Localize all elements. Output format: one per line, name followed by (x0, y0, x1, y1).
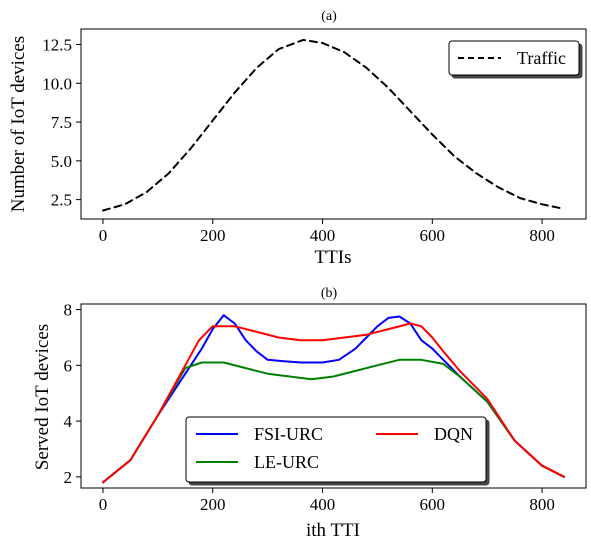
panel-a-y-tick-label: 10.0 (42, 74, 72, 93)
panel-a-x-tick-label: 0 (99, 226, 108, 245)
panel-b-legend: FSI-URC LE-URC DQN (185, 416, 487, 483)
panel-a-title: (a) (321, 9, 337, 24)
panel-b-title: (b) (321, 286, 338, 301)
panel-a-x-tick-label: 800 (529, 226, 555, 245)
legend-label-le-urc: LE-URC (254, 452, 319, 472)
panel-a-x-tick-label: 600 (420, 226, 446, 245)
panel-b-y-tick-label: 8 (64, 301, 73, 320)
panel-b-x-axis-label: ith TTI (306, 520, 360, 541)
panel-a-x-tick-label: 400 (310, 226, 336, 245)
panel-a-legend: Traffic (448, 40, 580, 76)
legend-label-fsi-urc: FSI-URC (254, 424, 323, 444)
panel-a-y-axis-label: Number of IoT devices (8, 36, 29, 212)
panel-b-y-tick-label: 6 (64, 356, 73, 375)
panel-b-x-tick-label: 400 (310, 495, 336, 514)
panel-b-x-tick-label: 200 (200, 495, 226, 514)
panel-a-plot-area (80, 28, 587, 220)
panel-b-y-tick-label: 4 (64, 412, 73, 431)
panel-a-y-tick-label: 7.5 (51, 113, 72, 132)
panel-b-x-tick-label: 800 (529, 495, 555, 514)
series-line-le-urc (102, 358, 565, 484)
panel-a-x-axis-label: TTIs (315, 247, 352, 268)
panel-b-y-tick-label: 2 (64, 468, 73, 487)
legend-label-traffic: Traffic (517, 48, 566, 68)
panel-b-lines (102, 314, 565, 484)
series-line-traffic (102, 38, 565, 212)
series-line-fsi-urc (102, 314, 565, 484)
panel-a-lines (102, 38, 565, 212)
panel-b-y-axis-label: Served IoT devices (32, 324, 53, 470)
panel-a-x-tick-label: 200 (200, 226, 226, 245)
panel-b-x-tick-label: 600 (420, 495, 446, 514)
panel-a-ticks: 0 200 400 600 800 2.5 5.0 7.5 10.0 12.5 (42, 36, 555, 245)
series-line-dqn (102, 322, 565, 484)
panel-b-x-tick-label: 0 (99, 495, 108, 514)
panel-a-legend-box (448, 40, 580, 76)
panel-a-y-tick-label: 2.5 (51, 191, 72, 210)
panel-a-y-tick-label: 12.5 (42, 36, 72, 55)
panel-b: (b) 0 200 400 600 800 2 4 6 8 ith TTI Served IoT… (32, 286, 587, 541)
legend-label-dqn: DQN (434, 424, 473, 444)
panel-b-ticks: 0 200 400 600 800 2 4 6 8 (64, 301, 555, 514)
panel-b-plot-area (80, 303, 587, 489)
panel-a-y-tick-label: 5.0 (51, 152, 72, 171)
